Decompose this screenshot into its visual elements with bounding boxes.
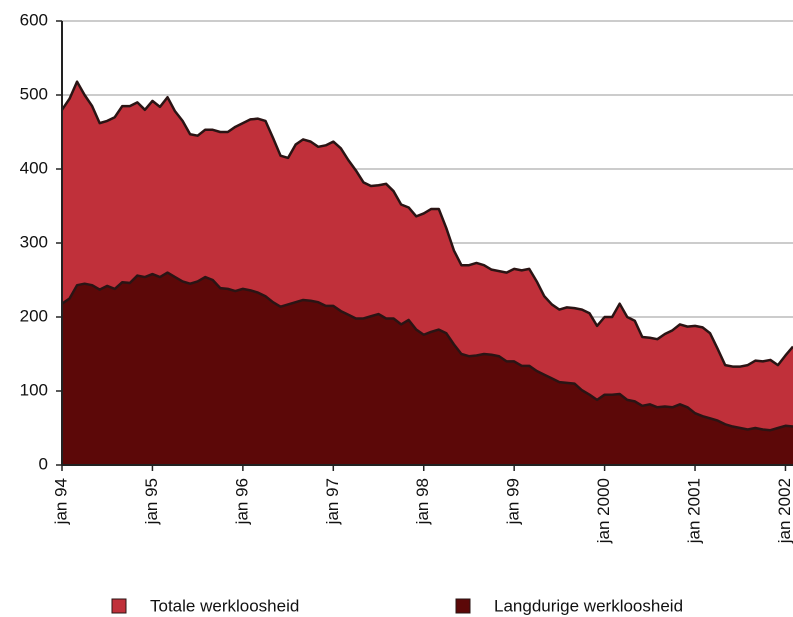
y-tick-label: 400 bbox=[20, 158, 48, 177]
x-tick-label: jan 94 bbox=[51, 478, 70, 525]
y-tick-label: 0 bbox=[39, 454, 48, 473]
x-tick-label: jan 96 bbox=[232, 478, 251, 525]
y-tick-label: 200 bbox=[20, 306, 48, 325]
x-tick-label: jan 2000 bbox=[594, 478, 613, 544]
legend-swatch bbox=[111, 598, 127, 614]
y-tick-label: 600 bbox=[20, 10, 48, 29]
x-tick-label: jan 2001 bbox=[685, 478, 704, 544]
legend-label: Langdurige werkloosheid bbox=[494, 596, 683, 615]
legend-swatch bbox=[455, 598, 471, 614]
x-tick-label: jan 99 bbox=[504, 478, 523, 525]
area-outline bbox=[60, 80, 793, 368]
area-outline bbox=[61, 271, 793, 432]
y-tick-label: 100 bbox=[20, 380, 48, 399]
x-tick-label: jan 98 bbox=[413, 478, 432, 525]
legend-label: Totale werkloosheid bbox=[150, 596, 299, 615]
y-tick-label: 300 bbox=[20, 232, 48, 251]
y-tick-label: 500 bbox=[20, 84, 48, 103]
x-tick-label: jan 2002 bbox=[775, 478, 793, 544]
x-tick-label: jan 97 bbox=[323, 478, 342, 525]
area bbox=[62, 272, 793, 465]
x-tick-label: jan 95 bbox=[142, 478, 161, 525]
